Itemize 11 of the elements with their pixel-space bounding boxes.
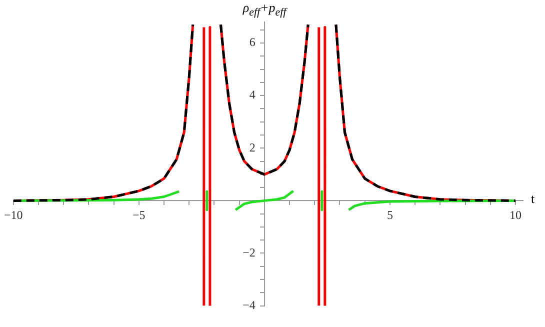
x-tick-label: 10 bbox=[509, 208, 522, 222]
x-tick-label: −10 bbox=[4, 208, 23, 222]
y-tick-label: 4 bbox=[249, 88, 264, 102]
x-tick-label: −5 bbox=[132, 208, 146, 222]
y-tick-label: 2 bbox=[249, 140, 264, 154]
x-tick-label: 5 bbox=[386, 208, 393, 222]
y-axis-title: ρ$_{eff}$+p$_{eff}$ bbox=[242, 0, 286, 19]
y-tick-label: −2 bbox=[242, 245, 264, 260]
x-axis-title: t bbox=[531, 190, 535, 207]
y-tick-label: 6 bbox=[249, 35, 264, 50]
y-tick-label: −4 bbox=[242, 298, 264, 312]
